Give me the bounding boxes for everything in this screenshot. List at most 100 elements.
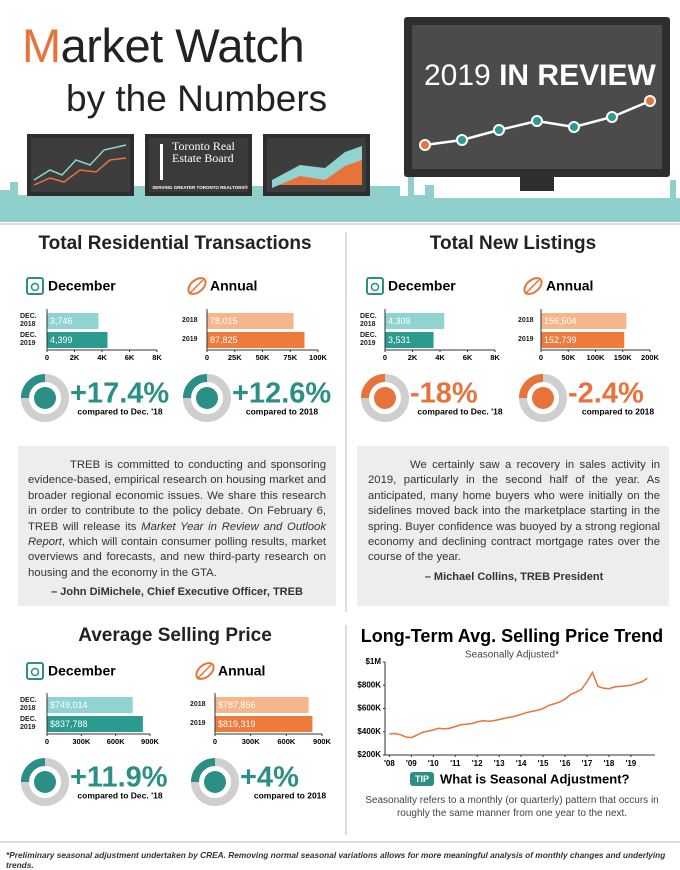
x-tick-label: 600K — [107, 737, 126, 746]
x-tick-label: '14 — [516, 759, 527, 768]
monitors — [27, 134, 370, 196]
y-tick-label: $400K — [357, 727, 381, 736]
monitor-line — [33, 144, 127, 181]
monitor-line — [33, 157, 127, 186]
y-tick-label: $800K — [357, 680, 381, 689]
gauge-center — [374, 387, 396, 409]
x-tick-label: 0 — [539, 353, 543, 362]
panel-title: December — [48, 278, 116, 294]
x-tick-label: '18 — [603, 759, 614, 768]
logo-name: Toronto Real Estate Board — [172, 139, 235, 165]
monitor-area — [272, 146, 362, 188]
gauge-center — [34, 771, 56, 793]
gauge-arc — [519, 374, 544, 399]
bar — [47, 313, 99, 329]
y-tick-label: $1M — [365, 657, 381, 666]
x-tick-label: 600K — [277, 737, 296, 746]
badge-text: IN REVIEW — [499, 59, 656, 92]
section-title: Average Selling Price — [78, 625, 272, 646]
category-label: DEC. 2018 — [20, 313, 37, 328]
quote-text: We certainly saw a recovery in sales act… — [368, 458, 660, 566]
calendar-icon-mark — [30, 667, 40, 677]
x-tick-label: 100K — [587, 353, 606, 362]
value-label: 152,739 — [544, 335, 577, 345]
x-tick-label: '19 — [625, 759, 636, 768]
quote-part: We certainly saw a recovery in sales act… — [368, 459, 660, 564]
leaf-icon-vein — [188, 279, 204, 295]
change: +11.9% — [70, 762, 168, 794]
compare: compared to 2018 — [246, 406, 319, 416]
compare: compared to 2018 — [254, 790, 327, 800]
x-tick-label: 2K — [70, 353, 80, 362]
dot — [568, 121, 580, 133]
category-label: 2018 — [518, 317, 534, 324]
x-tick-label: 0 — [213, 737, 217, 746]
x-tick-label: '17 — [582, 759, 593, 768]
x-tick-label: 900K — [313, 737, 332, 746]
title: Market Watch — [22, 19, 305, 72]
leaf-icon-vein — [524, 279, 540, 295]
bar — [215, 697, 309, 713]
x-tick-label: 0 — [205, 353, 209, 362]
value-label: 4,309 — [388, 316, 411, 326]
x-tick-label: '13 — [494, 759, 505, 768]
x-tick-label: 100K — [309, 353, 328, 362]
logo-tagline: SERVING GREATER TORONTO REALTORS® — [152, 185, 248, 190]
value-label: 78,015 — [210, 316, 238, 326]
x-tick-label: 75K — [283, 353, 297, 362]
x-tick-label: 4K — [97, 353, 107, 362]
x-tick-label: 200K — [641, 353, 660, 362]
value-label: $837,788 — [50, 719, 88, 729]
badge-year: 2019 — [424, 59, 491, 92]
x-tick-label: '10 — [428, 759, 439, 768]
tip-body: Seasonality refers to a monthly (or quar… — [365, 795, 659, 819]
gauge-arc — [191, 758, 216, 783]
value-label: $819,319 — [218, 719, 256, 729]
quote-author: – Michael Collins, TREB President — [424, 570, 604, 583]
quote-part: , which will contain consumer polling re… — [28, 536, 326, 579]
gauge-center — [204, 771, 226, 793]
x-tick-label: 25K — [228, 353, 242, 362]
calendar-icon — [26, 662, 44, 680]
gauge-center — [196, 387, 218, 409]
y-tick-label: $200K — [357, 750, 381, 759]
line — [389, 670, 648, 739]
panel-title: Annual — [546, 278, 593, 294]
change: +4% — [240, 762, 299, 794]
bar — [541, 332, 625, 348]
change: +12.6% — [232, 378, 331, 410]
leaf-icon — [187, 277, 207, 295]
calendar-icon — [366, 277, 384, 295]
panel-title: December — [388, 278, 456, 294]
dot — [493, 124, 505, 136]
calendar-icon-mark — [30, 282, 40, 292]
dot — [644, 95, 656, 107]
leaf-icon — [195, 662, 215, 680]
x-tick-label: '12 — [472, 759, 483, 768]
tip-badge: TIP — [415, 774, 429, 784]
bar — [47, 697, 133, 713]
gauge-arc — [21, 374, 46, 399]
panel-title: December — [48, 663, 116, 679]
quote: We certainly saw a recovery in sales act… — [368, 458, 660, 586]
category-label: DEC. 2019 — [360, 332, 377, 347]
gauge-center — [34, 387, 56, 409]
gauge-center — [532, 387, 554, 409]
bar — [541, 313, 627, 329]
value-label: $749,014 — [50, 700, 88, 710]
category-label: DEC. 2019 — [20, 332, 37, 347]
change: -18% — [410, 378, 478, 410]
calendar-icon-mark — [370, 282, 380, 292]
x-tick-label: '11 — [450, 759, 461, 768]
dot — [456, 134, 468, 146]
quote-author: – John DiMichele, Chief Executive Office… — [51, 586, 303, 599]
compare: compared to Dec. '18 — [77, 406, 162, 416]
x-tick-label: 0 — [383, 353, 387, 362]
gauge-arc — [21, 758, 46, 783]
category-label: 2019 — [190, 720, 206, 727]
category-label: 2019 — [518, 336, 534, 343]
value-label: 4,399 — [50, 335, 73, 345]
x-tick-label: 8K — [152, 353, 162, 362]
section-title: Total Residential Transactions — [38, 233, 312, 254]
